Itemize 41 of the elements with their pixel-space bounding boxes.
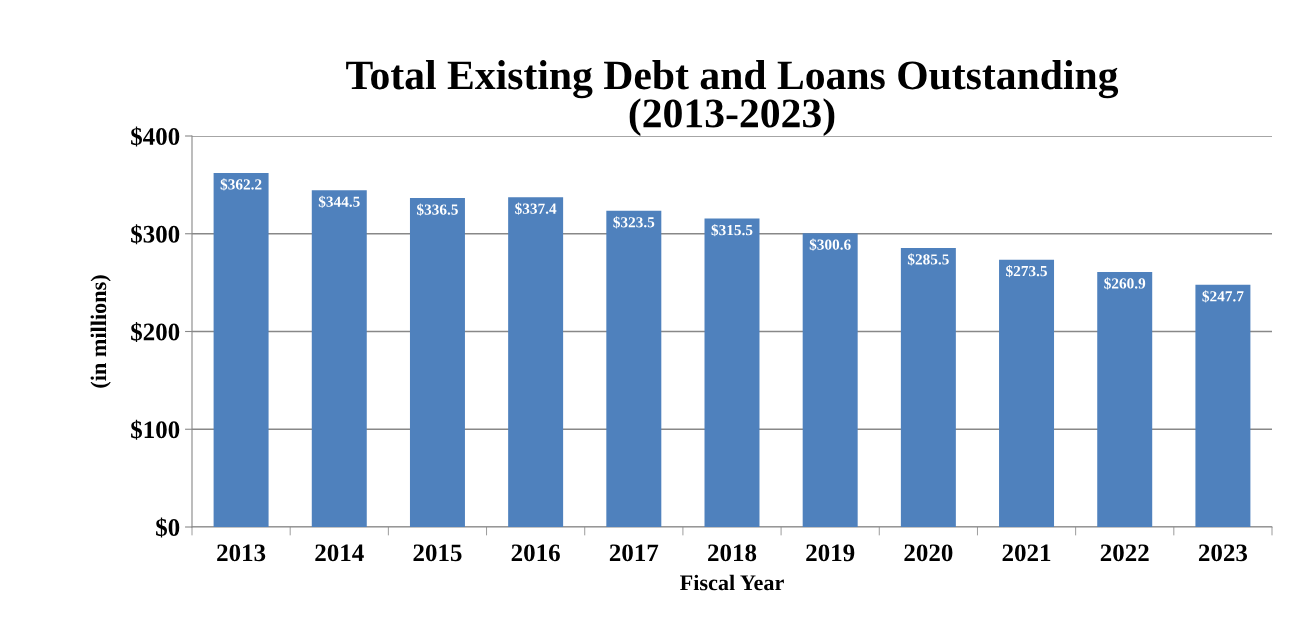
bar bbox=[213, 172, 269, 527]
data-label: $337.4 bbox=[515, 202, 557, 215]
data-label: $247.7 bbox=[1202, 290, 1244, 303]
bar bbox=[704, 218, 760, 527]
bar bbox=[999, 259, 1055, 527]
y-tick-label: $0 bbox=[156, 517, 180, 538]
x-tick-label: 2013 bbox=[217, 544, 266, 562]
chart-title: Total Existing Debt and Loans Outstanding (2013-2023) bbox=[346, 60, 1119, 136]
x-tick-label: 2021 bbox=[1002, 544, 1051, 562]
x-axis-title: Fiscal Year bbox=[680, 574, 784, 591]
bar bbox=[508, 197, 564, 527]
x-tick-label: 2017 bbox=[609, 544, 659, 562]
x-tick-label: 2015 bbox=[413, 544, 462, 562]
y-tick-label: $300 bbox=[131, 224, 180, 245]
data-label: $273.5 bbox=[1006, 265, 1047, 278]
y-tick-label: $400 bbox=[131, 126, 180, 147]
bar bbox=[311, 190, 367, 527]
bar bbox=[409, 198, 465, 527]
data-label: $344.5 bbox=[318, 195, 360, 208]
bar bbox=[1097, 271, 1153, 527]
data-label: $336.5 bbox=[416, 203, 458, 216]
data-label: $300.6 bbox=[809, 238, 851, 251]
x-tick-label: 2022 bbox=[1100, 544, 1149, 562]
x-tick-label: 2019 bbox=[806, 544, 855, 562]
data-label: $260.9 bbox=[1104, 277, 1146, 290]
x-tick-label: 2020 bbox=[904, 544, 953, 562]
bar bbox=[606, 210, 662, 527]
x-tick-label: 2018 bbox=[708, 544, 757, 562]
x-tick-label: 2023 bbox=[1198, 544, 1248, 562]
y-axis-title: (in millions) bbox=[90, 275, 111, 388]
y-tick-label: $100 bbox=[131, 419, 180, 440]
bar bbox=[802, 233, 858, 527]
y-tick-label: $200 bbox=[131, 322, 180, 343]
data-label: $362.2 bbox=[220, 178, 262, 191]
x-tick-label: 2014 bbox=[315, 544, 364, 562]
x-tick-label: 2016 bbox=[511, 544, 560, 562]
data-label: $285.5 bbox=[907, 253, 949, 266]
data-label: $323.5 bbox=[613, 216, 655, 229]
data-label: $315.5 bbox=[711, 224, 753, 237]
bar bbox=[900, 247, 956, 527]
bar bbox=[1195, 284, 1251, 527]
